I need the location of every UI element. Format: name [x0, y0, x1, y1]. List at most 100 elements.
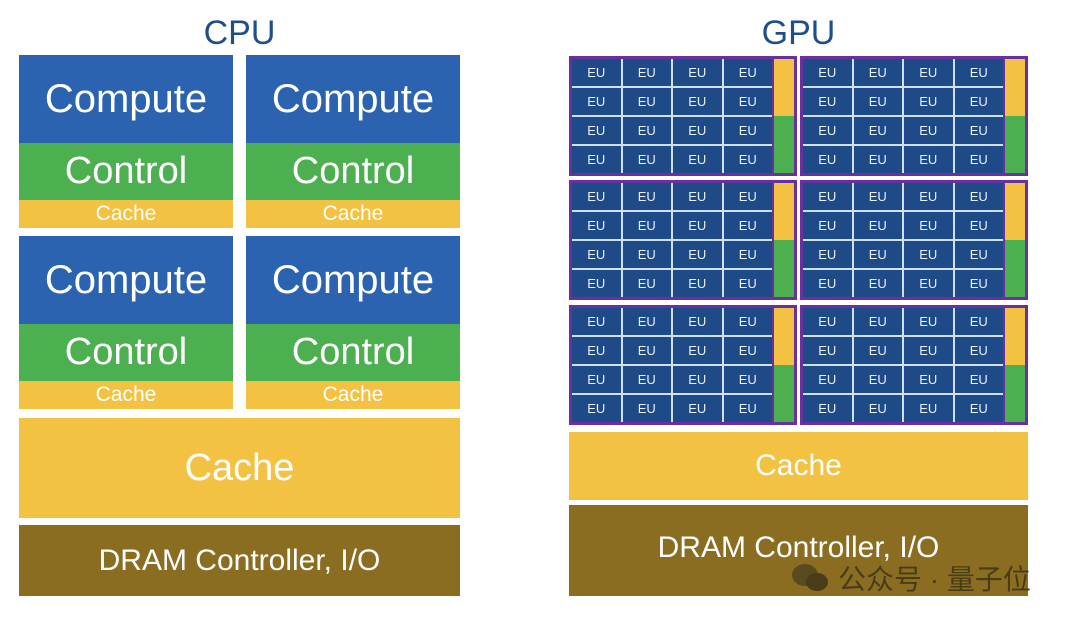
control-cache-strip [774, 308, 794, 422]
execution-unit: EU [904, 395, 953, 422]
execution-unit: EU [723, 395, 772, 422]
execution-unit: EU [853, 146, 902, 173]
block-cache [774, 183, 794, 240]
gpu-compute-block: EU EU EU EU EU EU EU EU EU EU EU EU EU EU EU EU [800, 180, 1028, 300]
execution-unit: EU [622, 337, 671, 364]
control-cache-strip [1005, 308, 1025, 422]
block-control [1005, 240, 1025, 297]
cpu-core-1-compute: Compute [19, 55, 233, 143]
execution-unit: EU [572, 146, 621, 173]
execution-unit: EU [904, 337, 953, 364]
execution-unit: EU [723, 59, 772, 86]
control-cache-strip [774, 59, 794, 173]
execution-unit: EU [853, 59, 902, 86]
block-cache [774, 59, 794, 116]
execution-unit: EU [954, 88, 1003, 115]
execution-unit: EU [954, 212, 1003, 239]
execution-unit: EU [803, 146, 852, 173]
gpu-compute-block: EU EU EU EU EU EU EU EU EU EU EU EU EU EU EU EU [569, 305, 797, 425]
execution-unit: EU [954, 183, 1003, 210]
execution-unit: EU [673, 395, 722, 422]
execution-unit: EU [904, 270, 953, 297]
execution-unit: EU [954, 337, 1003, 364]
watermark: 公众号 · 量子位 [790, 558, 1031, 598]
execution-unit: EU [723, 183, 772, 210]
execution-unit: EU [904, 117, 953, 144]
gpu-compute-block: EU EU EU EU EU EU EU EU EU EU EU EU EU EU EU EU [800, 305, 1028, 425]
gpu-compute-block: EU EU EU EU EU EU EU EU EU EU EU EU EU EU EU EU [569, 180, 797, 300]
block-control [774, 240, 794, 297]
execution-unit: EU [723, 308, 772, 335]
execution-unit: EU [803, 337, 852, 364]
block-cache [774, 308, 794, 365]
execution-unit: EU [954, 308, 1003, 335]
gpu-compute-block: EU EU EU EU EU EU EU EU EU EU EU EU EU EU EU EU [569, 56, 797, 176]
execution-unit: EU [723, 366, 772, 393]
execution-unit: EU [853, 212, 902, 239]
execution-unit: EU [954, 395, 1003, 422]
gpu-title: GPU [761, 13, 836, 52]
execution-unit: EU [622, 146, 671, 173]
execution-unit: EU [954, 146, 1003, 173]
block-cache [1005, 183, 1025, 240]
execution-unit: EU [723, 117, 772, 144]
watermark-text: 公众号 · 量子位 [838, 564, 1031, 595]
execution-unit: EU [622, 117, 671, 144]
eu-grid: EU EU EU EU EU EU EU EU EU EU EU EU EU EU EU EU [572, 183, 772, 297]
execution-unit: EU [803, 366, 852, 393]
execution-unit: EU [803, 212, 852, 239]
eu-grid: EU EU EU EU EU EU EU EU EU EU EU EU EU EU EU EU [572, 308, 772, 422]
execution-unit: EU [853, 117, 902, 144]
cpu-title: CPU [203, 13, 276, 52]
execution-unit: EU [853, 241, 902, 268]
execution-unit: EU [622, 270, 671, 297]
execution-unit: EU [622, 59, 671, 86]
eu-grid: EU EU EU EU EU EU EU EU EU EU EU EU EU EU EU EU [803, 308, 1003, 422]
block-control [1005, 365, 1025, 422]
execution-unit: EU [673, 366, 722, 393]
execution-unit: EU [673, 241, 722, 268]
execution-unit: EU [723, 241, 772, 268]
eu-grid: EU EU EU EU EU EU EU EU EU EU EU EU EU EU EU EU [803, 59, 1003, 173]
execution-unit: EU [723, 270, 772, 297]
execution-unit: EU [954, 366, 1003, 393]
cpu-dram-controller: DRAM Controller, I/O [19, 525, 460, 596]
execution-unit: EU [572, 88, 621, 115]
execution-unit: EU [622, 183, 671, 210]
execution-unit: EU [723, 146, 772, 173]
execution-unit: EU [803, 88, 852, 115]
execution-unit: EU [622, 366, 671, 393]
execution-unit: EU [803, 308, 852, 335]
cpu-core-3-compute: Compute [19, 236, 233, 324]
execution-unit: EU [803, 270, 852, 297]
cpu-core-4-cache: Cache [246, 381, 460, 409]
execution-unit: EU [904, 241, 953, 268]
control-cache-strip [774, 183, 794, 297]
execution-unit: EU [904, 59, 953, 86]
execution-unit: EU [723, 337, 772, 364]
cpu-shared-cache: Cache [19, 418, 460, 518]
execution-unit: EU [853, 395, 902, 422]
execution-unit: EU [572, 241, 621, 268]
execution-unit: EU [723, 212, 772, 239]
eu-grid: EU EU EU EU EU EU EU EU EU EU EU EU EU EU EU EU [803, 183, 1003, 297]
execution-unit: EU [904, 183, 953, 210]
execution-unit: EU [572, 59, 621, 86]
execution-unit: EU [904, 212, 953, 239]
control-cache-strip [1005, 183, 1025, 297]
cpu-core-4-compute: Compute [246, 236, 460, 324]
execution-unit: EU [673, 337, 722, 364]
execution-unit: EU [803, 117, 852, 144]
execution-unit: EU [954, 59, 1003, 86]
execution-unit: EU [904, 146, 953, 173]
wechat-icon [792, 564, 828, 591]
execution-unit: EU [803, 183, 852, 210]
block-control [774, 365, 794, 422]
execution-unit: EU [673, 270, 722, 297]
execution-unit: EU [803, 395, 852, 422]
execution-unit: EU [673, 117, 722, 144]
cpu-core-1-cache: Cache [19, 200, 233, 228]
gpu-compute-block: EU EU EU EU EU EU EU EU EU EU EU EU EU EU EU EU [800, 56, 1028, 176]
execution-unit: EU [904, 308, 953, 335]
cpu-core-1-control: Control [19, 143, 233, 200]
